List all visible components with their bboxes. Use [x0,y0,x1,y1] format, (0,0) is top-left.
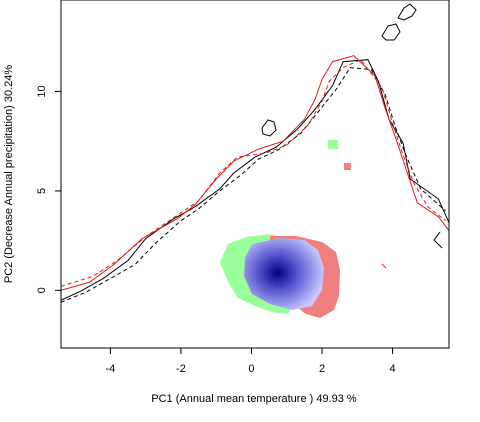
contour-line-3 [61,55,449,291]
contour-line-4 [61,59,446,287]
x-tick-label: -2 [176,363,186,375]
contour-lines [61,55,449,303]
contour-fragment-right-edge [433,231,443,249]
red-density-speck [344,163,351,170]
x-tick-label: 2 [319,363,325,375]
plot-frame [60,0,450,349]
green-density-speck [328,140,338,149]
y-tick-label: 0 [36,287,48,293]
x-axis-label: PC1 (Annual mean temperature ) 49.93 % [151,393,357,405]
x-tick-label: 0 [248,363,254,375]
x-axis: -4 -2 0 2 4 [105,348,396,375]
x-tick-label: -4 [105,363,115,375]
y-tick-label: 10 [36,85,48,97]
contour-line-2 [61,67,446,303]
contour-fragment-loop [261,119,277,137]
y-axis-label: PC2 (Decrease Annual precipitation) 30.2… [3,65,15,284]
density-blobs [220,140,351,318]
x-tick-label: 4 [390,363,396,375]
contour-fragments [261,3,443,269]
contour-fragment-top-right [397,3,417,21]
blue-density-region [244,238,324,310]
y-tick-label: 5 [36,188,48,194]
contour-fragment-red-right [381,263,387,269]
plot-area [61,3,449,318]
y-axis: 0 5 10 [36,85,61,293]
contour-fragment-upper-right [381,23,401,41]
